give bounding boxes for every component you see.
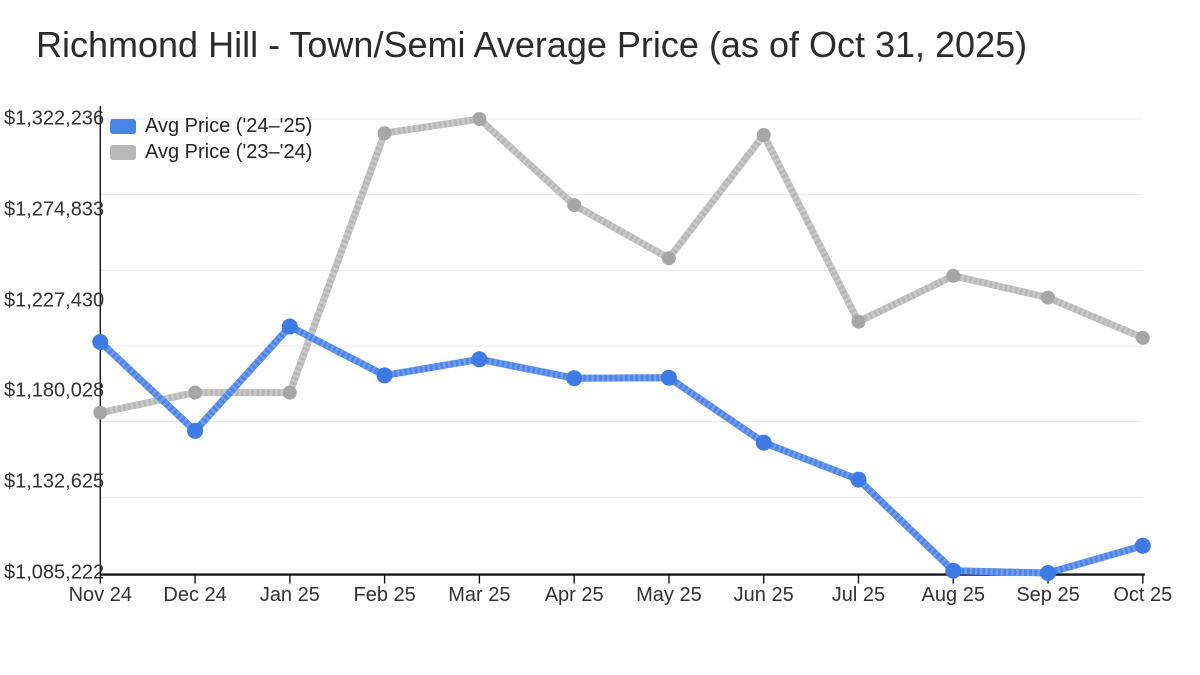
- data-point: [660, 369, 677, 386]
- data-point: [756, 128, 771, 142]
- data-point: [566, 370, 583, 387]
- legend-item-previous-year[interactable]: Avg Price ('23–'24): [110, 141, 312, 164]
- chart-title: Richmond Hill - Town/Semi Average Price …: [36, 24, 1028, 65]
- data-point: [92, 334, 109, 350]
- data-point: [1134, 537, 1151, 554]
- data-point: [282, 385, 297, 400]
- series-line-stripes-1: [99, 115, 1145, 417]
- data-point: [755, 434, 772, 451]
- data-point: [1041, 290, 1055, 305]
- data-point: [945, 562, 962, 579]
- data-point: [188, 385, 203, 400]
- data-point: [472, 112, 487, 126]
- series-line-0: [96, 323, 1147, 577]
- legend-item-current-year[interactable]: Avg Price ('24–'25): [110, 115, 312, 138]
- data-point: [187, 422, 204, 439]
- data-point: [851, 314, 866, 329]
- data-point: [850, 471, 867, 488]
- data-point: [1135, 330, 1150, 345]
- data-point: [567, 198, 582, 213]
- data-point: [946, 268, 961, 283]
- data-point: [471, 351, 488, 368]
- data-point: [377, 126, 392, 141]
- legend-label-current-year: Avg Price ('24–'25): [145, 115, 313, 137]
- legend-swatch-current-year: [110, 119, 136, 134]
- data-point: [281, 318, 298, 335]
- data-point: [1040, 565, 1056, 581]
- data-point: [376, 367, 393, 384]
- data-point: [93, 405, 108, 420]
- legend-label-previous-year: Avg Price ('23–'24): [145, 141, 313, 163]
- chart-legend: Avg Price ('24–'25) Avg Price ('23–'24): [110, 115, 312, 164]
- legend-swatch-previous-year: [110, 145, 136, 160]
- data-point: [661, 251, 676, 266]
